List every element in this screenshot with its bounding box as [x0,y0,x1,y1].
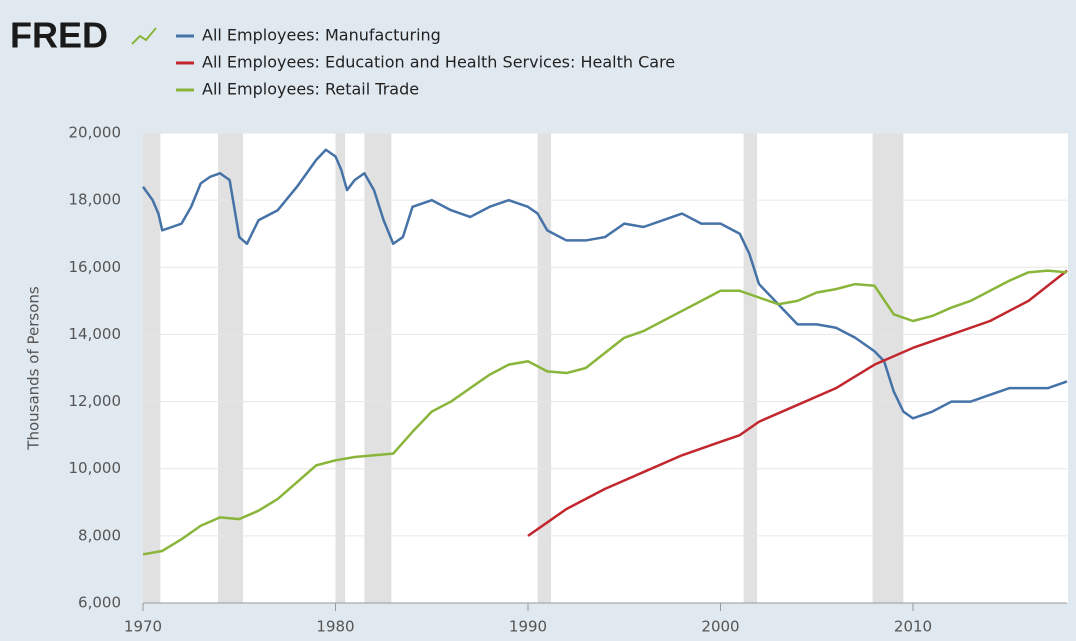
plot-area [143,133,1068,603]
y-tick-label: 14,000 [69,325,122,343]
x-tick-label: 1980 [316,618,354,636]
recession-band [537,133,552,603]
y-axis-label: Thousands of Persons [25,286,43,451]
y-tick-label: 18,000 [69,191,122,209]
recession-band [218,133,244,603]
legend-label: All Employees: Education and Health Serv… [202,53,675,72]
y-tick-label: 20,000 [69,124,122,142]
y-tick-label: 8,000 [78,526,121,544]
recession-band [872,133,904,603]
recession-band [143,133,161,603]
series-line [141,148,1068,420]
x-tick-label: 1990 [509,618,547,636]
y-tick-label: 6,000 [78,594,121,612]
y-tick-label: 12,000 [69,392,122,410]
y-tick-label: 16,000 [69,258,122,276]
y-tick-label: 10,000 [69,459,122,477]
series-line [142,269,1068,556]
legend-label: All Employees: Retail Trade [202,80,419,99]
logo: FRED [10,15,108,56]
x-tick-label: 2010 [894,618,932,636]
logo-icon [131,27,157,45]
x-tick-label: 2000 [701,618,739,636]
series-line [527,269,1068,537]
legend-label: All Employees: Manufacturing [202,26,441,45]
x-tick-label: 1970 [124,618,162,636]
recession-band [364,133,392,603]
recession-band [335,133,346,603]
recession-band [743,133,758,603]
